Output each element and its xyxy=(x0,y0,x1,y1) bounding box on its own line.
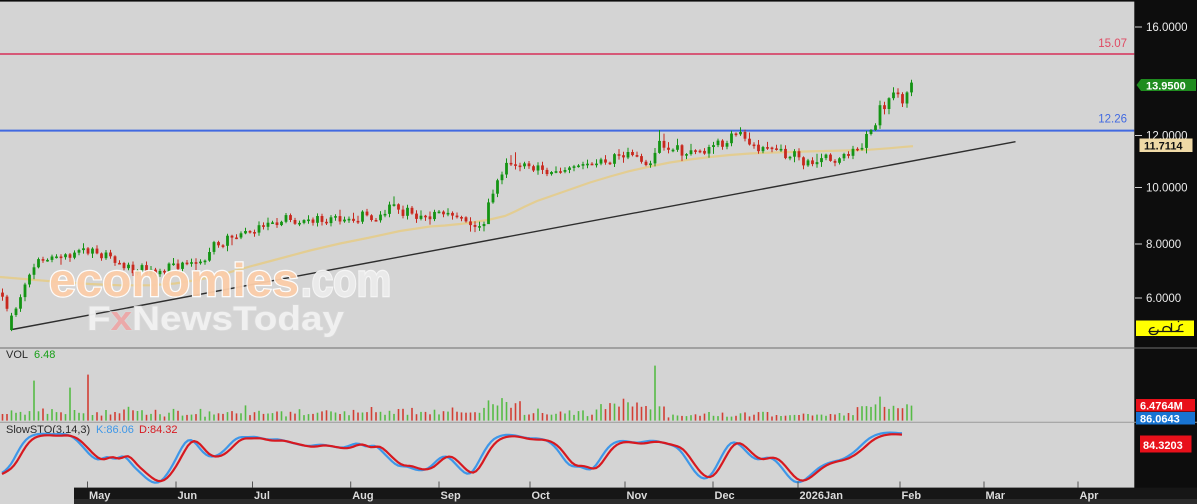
svg-text:SlowSTO(3,14,3): SlowSTO(3,14,3) xyxy=(6,424,90,436)
svg-text:2026Jan: 2026Jan xyxy=(800,490,844,502)
svg-text:15.07: 15.07 xyxy=(1098,38,1127,50)
svg-text:86.0643: 86.0643 xyxy=(1140,413,1180,425)
svg-text:K:86.06: K:86.06 xyxy=(96,424,134,436)
svg-text:10.0000: 10.0000 xyxy=(1146,183,1188,195)
svg-text:Feb: Feb xyxy=(902,490,922,502)
svg-text:Sep: Sep xyxy=(441,490,461,502)
svg-text:Apr: Apr xyxy=(1080,490,1100,502)
svg-text:Nov: Nov xyxy=(627,490,649,502)
svg-text:6.4764M: 6.4764M xyxy=(1140,400,1183,412)
svg-text:6.0000: 6.0000 xyxy=(1146,293,1181,305)
svg-text:12.26: 12.26 xyxy=(1098,114,1127,126)
svg-text:6.48: 6.48 xyxy=(34,349,55,361)
svg-text:13.9500: 13.9500 xyxy=(1146,80,1186,92)
svg-text:Aug: Aug xyxy=(352,490,373,502)
svg-text:Oct: Oct xyxy=(532,490,551,502)
svg-text:Jun: Jun xyxy=(178,490,198,502)
svg-text:VOL: VOL xyxy=(6,349,28,361)
svg-text:Dec: Dec xyxy=(715,490,735,502)
svg-text:May: May xyxy=(89,490,111,502)
svg-text:Mar: Mar xyxy=(986,490,1006,502)
svg-text:84.3203: 84.3203 xyxy=(1143,440,1183,452)
svg-text:16.0000: 16.0000 xyxy=(1146,22,1188,34)
svg-text:Jul: Jul xyxy=(254,490,270,502)
svg-text:.com: .com xyxy=(301,254,391,306)
svg-text:D:84.32: D:84.32 xyxy=(139,424,178,436)
svg-text:8.0000: 8.0000 xyxy=(1146,239,1181,251)
svg-text:11.7114: 11.7114 xyxy=(1144,141,1183,153)
svg-text:economies: economies xyxy=(49,254,299,306)
svg-text:FxNewsToday: FxNewsToday xyxy=(87,300,344,338)
